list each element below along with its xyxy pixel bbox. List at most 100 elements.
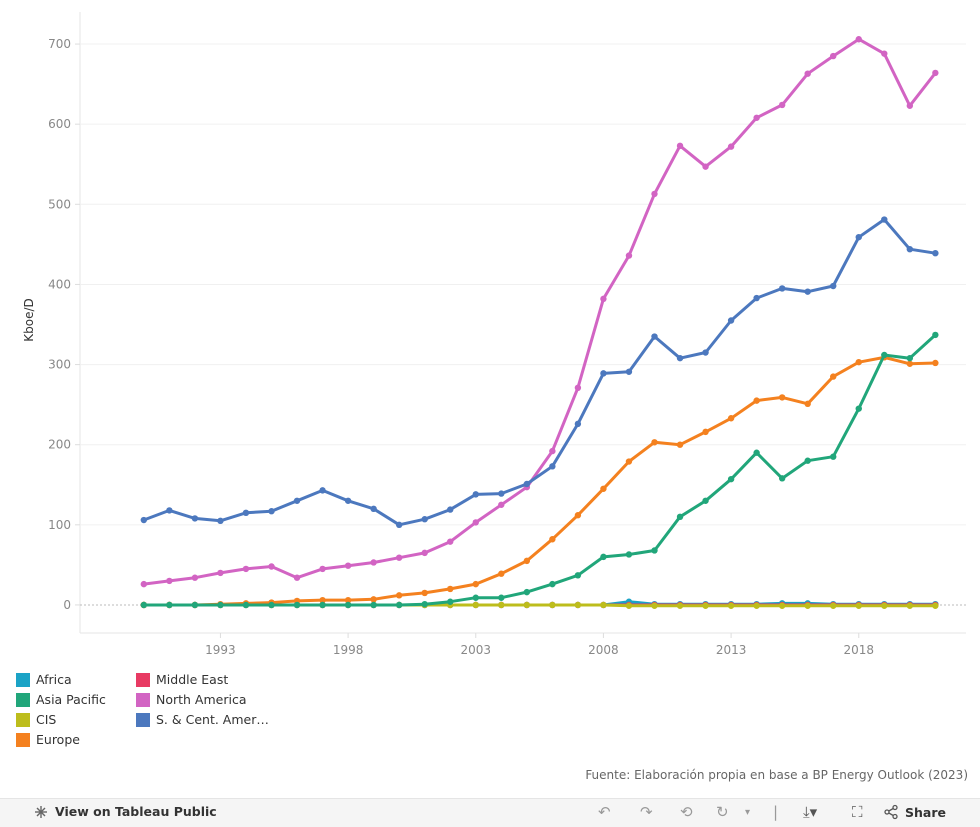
data-point[interactable] (676, 142, 684, 150)
data-point[interactable] (932, 359, 939, 367)
data-point[interactable] (447, 506, 454, 513)
data-point[interactable] (702, 163, 709, 170)
data-point[interactable] (319, 487, 326, 494)
data-point[interactable] (753, 294, 760, 302)
data-point[interactable] (498, 570, 505, 577)
data-point[interactable] (472, 580, 479, 588)
data-point[interactable] (191, 515, 199, 522)
data-point[interactable] (906, 354, 914, 362)
data-point[interactable] (881, 50, 888, 57)
data-point[interactable] (447, 585, 454, 593)
data-point[interactable] (472, 519, 479, 526)
data-point[interactable] (932, 331, 939, 339)
data-point[interactable] (830, 453, 837, 460)
data-point[interactable] (242, 601, 250, 609)
data-point[interactable] (881, 351, 888, 359)
data-point[interactable] (421, 600, 428, 608)
data-point[interactable] (574, 420, 582, 428)
data-point[interactable] (191, 601, 199, 609)
data-point[interactable] (166, 601, 173, 609)
data-point[interactable] (447, 538, 454, 545)
data-point[interactable] (778, 101, 786, 109)
data-point[interactable] (727, 602, 735, 609)
data-point[interactable] (421, 516, 428, 523)
data-point[interactable] (523, 588, 531, 596)
data-point[interactable] (344, 596, 352, 604)
data-point[interactable] (676, 354, 684, 362)
data-point[interactable] (804, 400, 811, 408)
data-point[interactable] (293, 601, 301, 609)
data-point[interactable] (370, 505, 377, 512)
data-point[interactable] (651, 333, 658, 340)
legend-item-cis[interactable]: CIS (16, 712, 56, 727)
data-point[interactable] (753, 449, 760, 456)
data-point[interactable] (472, 601, 479, 609)
data-point[interactable] (574, 512, 582, 519)
data-point[interactable] (319, 601, 326, 609)
data-point[interactable] (293, 497, 301, 504)
data-point[interactable] (778, 475, 786, 482)
data-point[interactable] (727, 475, 735, 483)
data-point[interactable] (498, 601, 505, 609)
data-point[interactable] (344, 497, 352, 504)
legend-item-asia-pacific[interactable]: Asia Pacific (16, 692, 106, 707)
data-point[interactable] (855, 36, 862, 43)
data-point[interactable] (574, 384, 582, 392)
data-point[interactable] (702, 428, 709, 436)
data-point[interactable] (830, 52, 837, 60)
data-point[interactable] (574, 572, 582, 579)
data-point[interactable] (676, 513, 684, 521)
data-point[interactable] (625, 368, 633, 375)
data-point[interactable] (523, 480, 531, 488)
data-point[interactable] (140, 601, 148, 609)
data-point[interactable] (268, 601, 275, 609)
legend-item-s-cent-america[interactable]: S. & Cent. Amer… (136, 712, 269, 727)
data-point[interactable] (651, 547, 658, 554)
data-point[interactable] (651, 602, 658, 609)
data-point[interactable] (395, 521, 403, 529)
data-point[interactable] (549, 536, 556, 543)
download-icon[interactable]: ⤓▾ (803, 803, 818, 821)
data-point[interactable] (217, 569, 224, 577)
legend-item-middle-east[interactable]: Middle East (136, 672, 228, 687)
data-point[interactable] (421, 589, 428, 597)
pause-dropdown-icon[interactable]: ▾ (745, 807, 751, 818)
data-point[interactable] (830, 282, 837, 290)
data-point[interactable] (702, 349, 709, 356)
data-point[interactable] (421, 549, 428, 557)
data-point[interactable] (293, 574, 301, 581)
view-on-tableau-link[interactable]: View on Tableau Public (34, 804, 217, 819)
data-point[interactable] (753, 602, 760, 609)
data-point[interactable] (625, 602, 633, 609)
data-point[interactable] (217, 601, 224, 609)
data-point[interactable] (140, 580, 148, 588)
series-asia-pacific[interactable] (140, 331, 939, 609)
data-point[interactable] (319, 565, 326, 573)
data-point[interactable] (676, 602, 684, 609)
data-point[interactable] (881, 602, 888, 609)
data-point[interactable] (778, 602, 786, 609)
data-point[interactable] (523, 601, 531, 609)
legend-item-europe[interactable]: Europe (16, 732, 80, 747)
data-point[interactable] (574, 601, 582, 609)
legend-item-north-america[interactable]: North America (136, 692, 247, 707)
data-point[interactable] (625, 252, 633, 259)
data-point[interactable] (804, 457, 811, 464)
data-point[interactable] (625, 551, 633, 558)
data-point[interactable] (370, 596, 377, 603)
data-point[interactable] (268, 508, 275, 515)
data-point[interactable] (498, 501, 505, 508)
data-point[interactable] (472, 491, 479, 498)
data-point[interactable] (600, 553, 607, 561)
data-point[interactable] (498, 490, 505, 497)
data-point[interactable] (344, 562, 352, 569)
data-point[interactable] (447, 598, 454, 605)
data-point[interactable] (855, 405, 862, 412)
data-point[interactable] (600, 370, 607, 377)
data-point[interactable] (881, 216, 888, 223)
data-point[interactable] (855, 233, 862, 241)
data-point[interactable] (600, 485, 607, 492)
data-point[interactable] (932, 69, 939, 77)
data-point[interactable] (370, 601, 377, 609)
data-point[interactable] (702, 602, 709, 609)
